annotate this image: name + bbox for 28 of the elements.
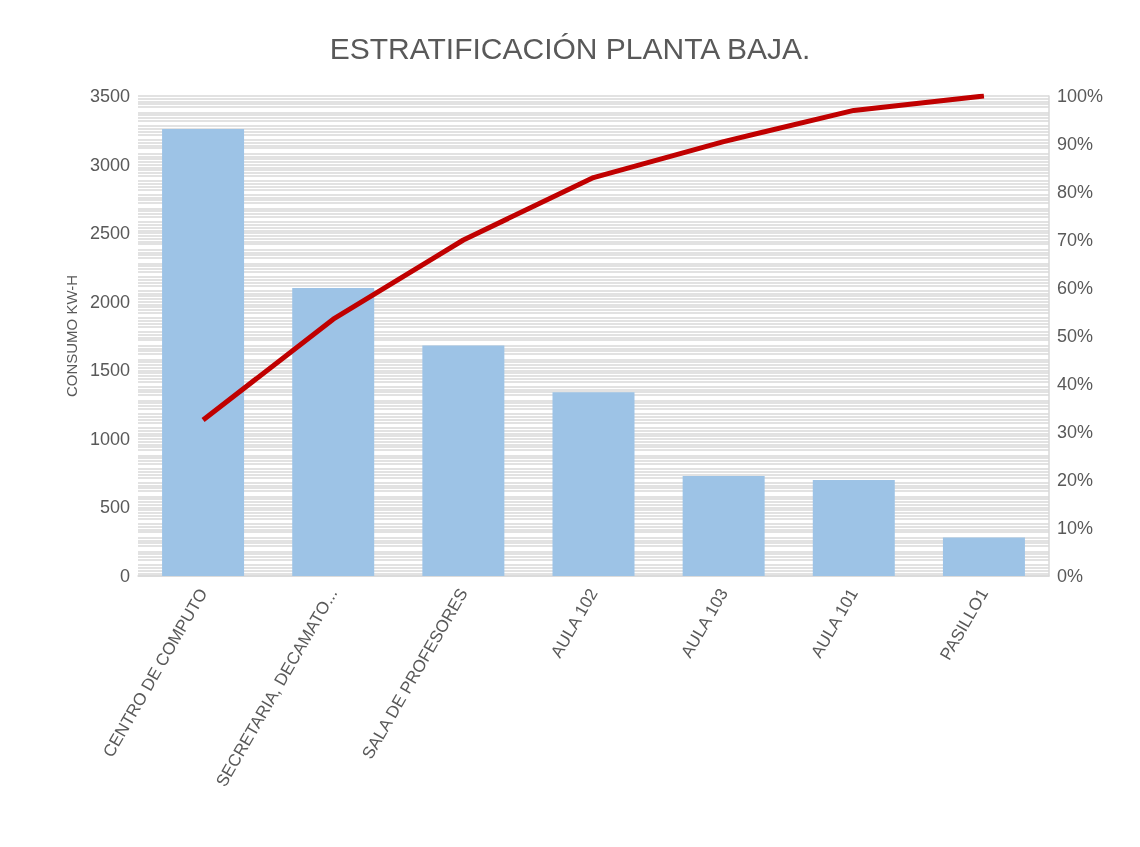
- y-tick-label: 1500: [89, 360, 130, 381]
- y-tick-label: 2000: [89, 291, 130, 312]
- bar: [812, 480, 895, 576]
- bar: [942, 537, 1025, 576]
- y-tick-label: 1000: [89, 428, 130, 449]
- y2-tick-label: 10%: [1057, 518, 1094, 538]
- y-tick-label: 2500: [89, 223, 130, 244]
- chart-title: ESTRATIFICACIÓN PLANTA BAJA.: [329, 31, 811, 65]
- y-axis-title: CONSUMO KW-H: [63, 274, 81, 398]
- bar: [162, 128, 245, 576]
- y2-tick-label: 80%: [1057, 182, 1094, 202]
- bar: [422, 345, 505, 576]
- y-tick-label: 500: [99, 497, 130, 518]
- y-tick-label: 3500: [89, 86, 130, 106]
- bar: [552, 392, 635, 576]
- y2-tick-label: 100%: [1057, 86, 1104, 106]
- y2-tick-label: 0%: [1057, 566, 1084, 586]
- y-tick-label: 3000: [89, 154, 130, 175]
- bar: [292, 288, 375, 576]
- y2-tick-label: 60%: [1057, 278, 1094, 298]
- y2-tick-label: 70%: [1057, 230, 1094, 250]
- y2-tick-label: 30%: [1057, 422, 1094, 442]
- y2-tick-label: 20%: [1057, 470, 1094, 490]
- y2-tick-label: 40%: [1057, 374, 1094, 394]
- bar: [682, 475, 765, 576]
- y2-tick-label: 50%: [1057, 326, 1094, 346]
- y2-tick-label: 90%: [1057, 134, 1094, 154]
- y-tick-label: 0: [119, 566, 130, 586]
